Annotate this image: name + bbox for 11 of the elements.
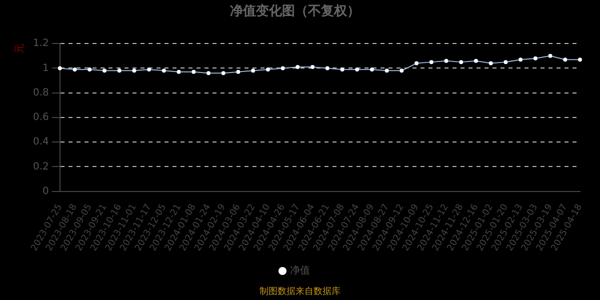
- y-tick-label: 0.2: [32, 161, 49, 172]
- text: 制图数据来自数据库: [258, 286, 342, 298]
- y-tick-label: 1: [42, 62, 49, 74]
- legend-label: 净值: [290, 264, 310, 277]
- chart-title: 净值变化图（不复权）: [230, 3, 360, 20]
- y-axis-title: 元: [14, 44, 26, 54]
- y-tick-label: 0.6: [32, 112, 49, 124]
- y-tick-label: 0.4: [32, 136, 49, 148]
- y-tick-label: 0.8: [32, 87, 49, 98]
- y-tick-label: 1.2: [32, 38, 49, 50]
- y-tick-label: 0: [42, 186, 49, 197]
